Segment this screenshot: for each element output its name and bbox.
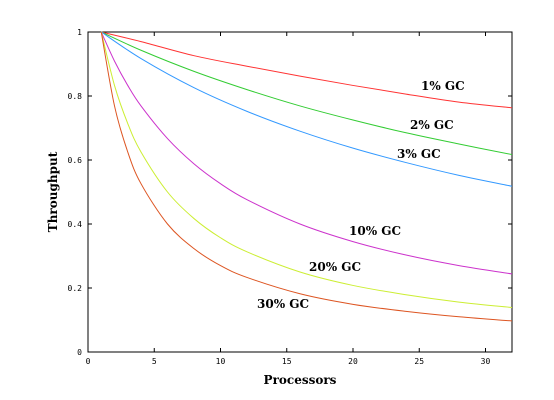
series-line-6 xyxy=(100,31,513,322)
series-line-3 xyxy=(100,31,513,187)
x-tick-label: 5 xyxy=(152,357,157,366)
y-axis-title: Throughput xyxy=(46,151,60,232)
y-tick-label: 0.2 xyxy=(68,284,83,293)
series-label: 30% GC xyxy=(257,297,309,311)
x-tick-label: 30 xyxy=(481,357,491,366)
series-label: 3% GC xyxy=(397,147,441,161)
series-line-2 xyxy=(101,31,513,156)
x-tick-label: 15 xyxy=(282,357,292,366)
y-tick-label: 1 xyxy=(77,28,82,37)
series-line-5 xyxy=(100,31,513,309)
series-label: 2% GC xyxy=(410,118,454,132)
x-tick-label: 25 xyxy=(414,357,424,366)
x-axis-title: Processors xyxy=(264,373,337,387)
y-tick-label: 0.6 xyxy=(68,156,83,165)
y-tick-label: 0.4 xyxy=(68,220,83,229)
x-tick-label: 10 xyxy=(216,357,226,366)
series-line-1 xyxy=(101,31,513,109)
series-label: 10% GC xyxy=(349,224,401,238)
y-tick-label: 0 xyxy=(77,348,82,357)
x-tick-label: 20 xyxy=(348,357,358,366)
series-label: 1% GC xyxy=(421,79,465,93)
x-tick-label: 0 xyxy=(86,357,91,366)
series-label: 20% GC xyxy=(309,260,361,274)
plot-frame xyxy=(87,31,513,353)
y-tick-label: 0.8 xyxy=(68,92,83,101)
series-line-4 xyxy=(100,31,513,275)
